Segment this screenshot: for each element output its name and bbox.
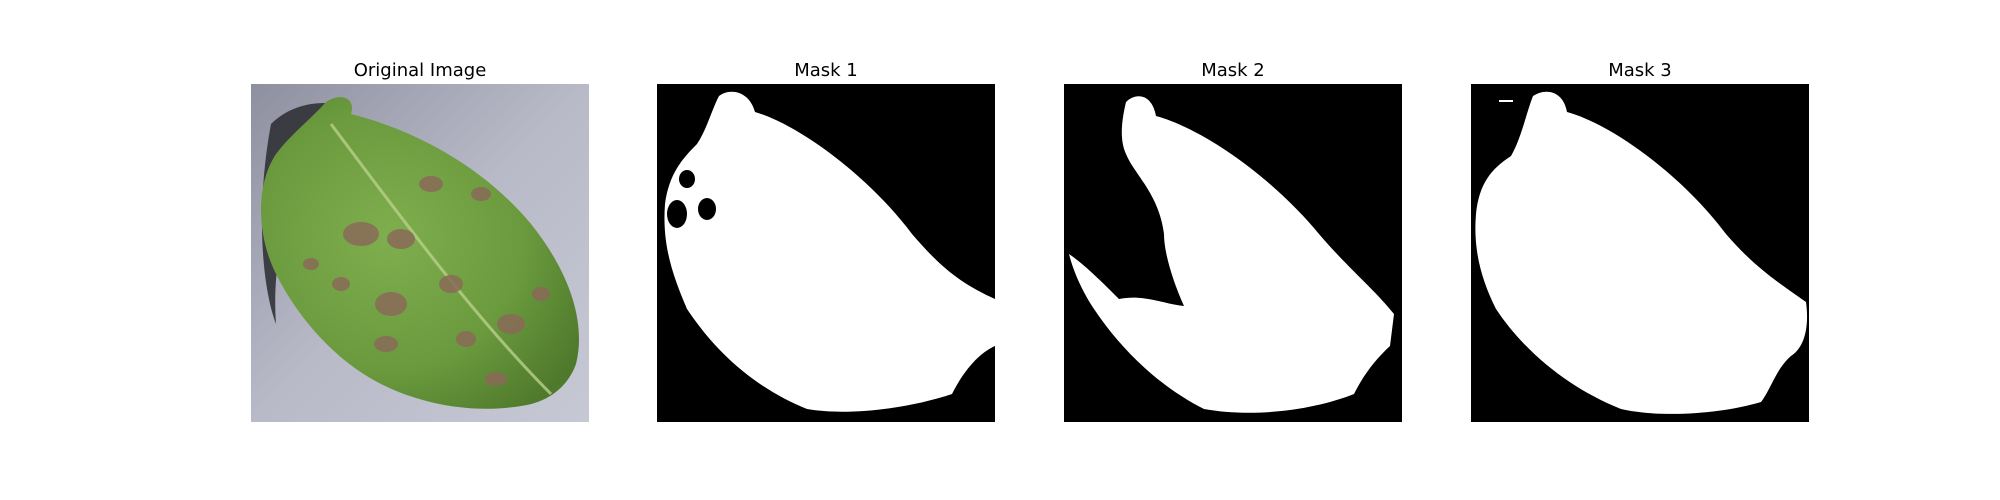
mask-1-panel: Mask 1 <box>657 59 995 423</box>
panel-title-original: Original Image <box>353 60 487 81</box>
mask-holes <box>667 170 716 228</box>
mask-3-image <box>1471 84 1809 422</box>
mask-speck <box>1499 100 1513 102</box>
original-image-panel: Original Image <box>251 59 589 423</box>
panel-title-mask-1: Mask 1 <box>794 60 858 81</box>
panel-title-mask-3: Mask 3 <box>1608 60 1672 81</box>
leaf-lesions <box>303 176 550 386</box>
mask-2-panel: Mask 2 <box>1064 59 1402 423</box>
panel-title-mask-2: Mask 2 <box>1201 60 1265 81</box>
mask-foreground <box>1069 96 1394 413</box>
leaf <box>261 97 579 409</box>
mask-foreground <box>664 91 995 412</box>
mask-3-panel: Mask 3 <box>1471 59 1809 423</box>
leaf-midrib <box>329 123 553 396</box>
mask-1-image <box>657 84 995 422</box>
mask-2-image <box>1064 84 1402 422</box>
original-leaf-photo <box>251 84 589 422</box>
mask-foreground <box>1475 91 1808 414</box>
